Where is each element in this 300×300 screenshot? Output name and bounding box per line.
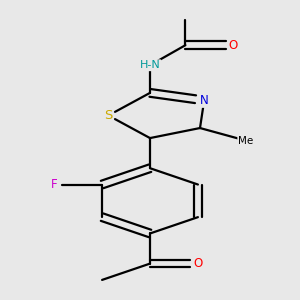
Text: O: O <box>193 257 203 270</box>
Text: O: O <box>229 39 238 52</box>
Text: S: S <box>104 109 112 122</box>
Text: H-N: H-N <box>140 60 160 70</box>
Text: Me: Me <box>238 136 254 146</box>
Text: F: F <box>51 178 58 191</box>
Text: N: N <box>200 94 208 107</box>
